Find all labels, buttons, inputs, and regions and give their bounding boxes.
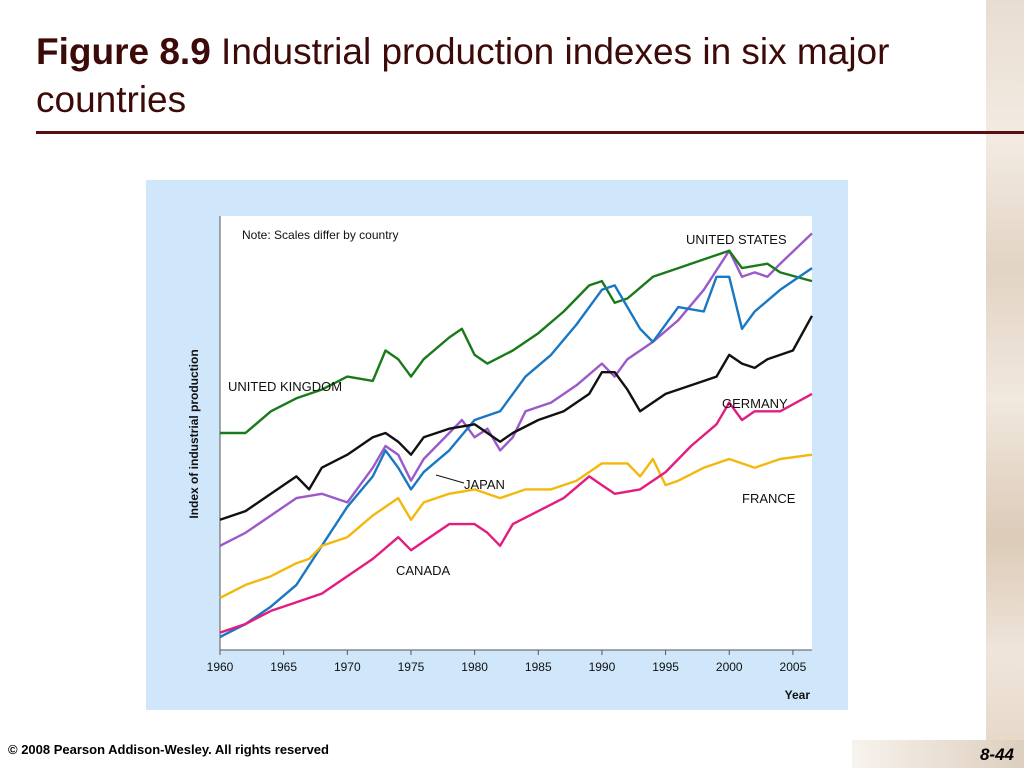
x-tick-label-1975: 1975 — [398, 660, 425, 674]
series-lines — [219, 232, 814, 639]
page-number: 8-44 — [979, 745, 1014, 764]
series-line-canada — [219, 392, 813, 634]
industrial-production-chart: 1960 1965 1970 1975 1980 1985 1990 1995 2000 2005… — [187, 216, 814, 702]
series-line-france — [219, 453, 813, 599]
series-line-united-kingdom — [220, 249, 813, 435]
x-tick-label-2000: 2000 — [716, 660, 743, 674]
label-canada: CANADA — [396, 563, 451, 578]
label-germany: GERMANY — [722, 396, 788, 411]
decorative-side-strip — [986, 0, 1024, 768]
figure-number: Figure 8.9 — [36, 31, 211, 72]
x-axis-label: Year — [785, 688, 811, 702]
y-axis-label: Index of industrial production — [187, 349, 201, 518]
x-axis-ticks: 1960 1965 1970 1975 1980 1985 1990 1995 2000 2005 — [207, 650, 807, 674]
title-divider — [36, 131, 1024, 134]
figure-caption: Industrial production indexes in six maj… — [36, 31, 890, 120]
chart-note: Note: Scales differ by country — [242, 228, 399, 242]
label-france: FRANCE — [742, 491, 796, 506]
x-tick-label-1965: 1965 — [270, 660, 297, 674]
x-tick-label-1960: 1960 — [207, 660, 234, 674]
series-line-japan — [219, 267, 813, 639]
label-japan: JAPAN — [464, 477, 505, 492]
chart-panel: 1960 1965 1970 1975 1980 1985 1990 1995 2000 2005… — [146, 180, 848, 710]
x-tick-label-1980: 1980 — [461, 660, 488, 674]
series-line-united-states — [219, 232, 813, 547]
slide-title: Figure 8.9 Industrial production indexes… — [36, 28, 966, 124]
label-united-states: UNITED STATES — [686, 232, 787, 247]
page-number-box: 8-44 — [852, 740, 1024, 768]
x-tick-label-2005: 2005 — [780, 660, 807, 674]
x-tick-label-1995: 1995 — [652, 660, 679, 674]
copyright-footer: © 2008 Pearson Addison-Wesley. All right… — [8, 742, 329, 757]
label-united-kingdom: UNITED KINGDOM — [228, 379, 342, 394]
x-tick-label-1970: 1970 — [334, 660, 361, 674]
japan-label-leader — [435, 474, 465, 484]
x-tick-label-1985: 1985 — [525, 660, 552, 674]
series-line-germany — [219, 315, 814, 521]
x-tick-label-1990: 1990 — [589, 660, 616, 674]
